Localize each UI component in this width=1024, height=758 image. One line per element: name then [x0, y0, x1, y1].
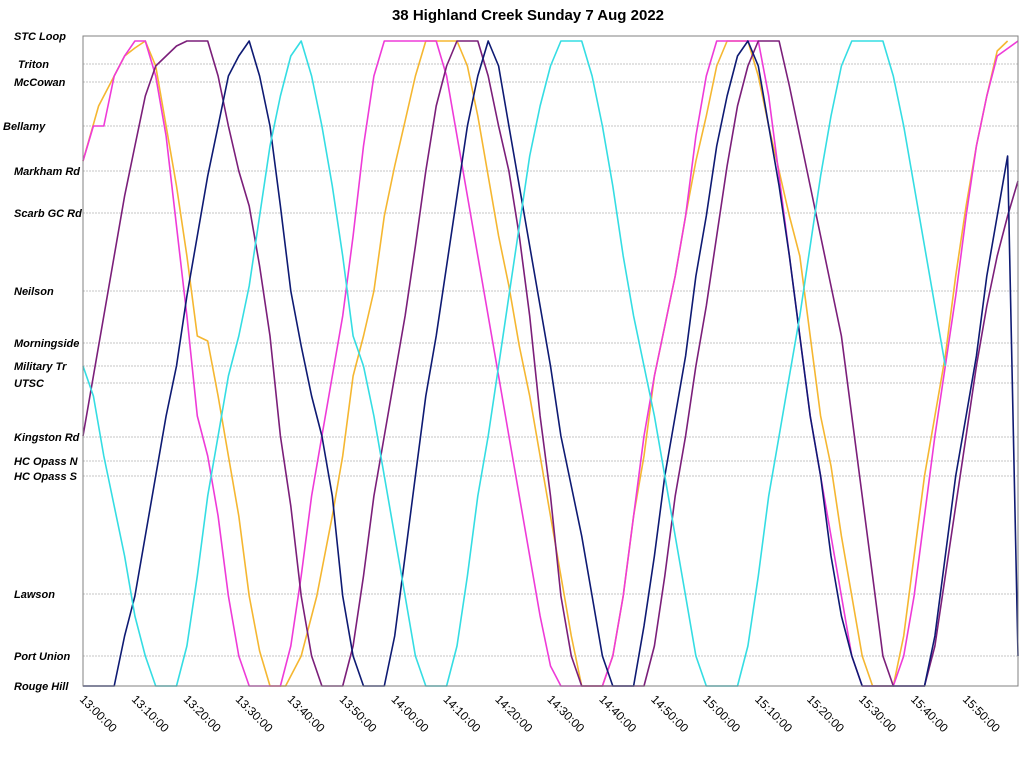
grid-layer: [83, 35, 1018, 687]
stop-labels: STC Loop Triton McCowan Bellamy Markham Rd Sc…: [3, 31, 82, 693]
trip-line-3: [82, 40, 1019, 687]
time-tick-0: 13:00:00: [77, 692, 120, 735]
stop-label-3: Bellamy: [3, 121, 46, 133]
stop-label-2: McCowan: [14, 77, 66, 89]
stop-label-8: Military Tr: [14, 361, 67, 373]
stop-label-10: Kingston Rd: [14, 432, 80, 444]
time-tick-3: 13:30:00: [233, 692, 276, 735]
time-tick-15: 15:30:00: [856, 692, 899, 735]
stop-label-7: Morningside: [14, 338, 79, 350]
stop-label-13: Lawson: [14, 589, 55, 601]
chart-title: 38 Highland Creek Sunday 7 Aug 2022: [392, 7, 664, 24]
time-tick-2: 13:20:00: [181, 692, 224, 735]
time-tick-8: 14:20:00: [492, 692, 535, 735]
time-tick-17: 15:50:00: [960, 692, 1003, 735]
time-tick-11: 14:50:00: [648, 692, 691, 735]
stop-label-1: Triton: [18, 59, 49, 71]
plot-frame: [82, 35, 1019, 687]
trip-lines: [82, 40, 1019, 687]
time-tick-4: 13:40:00: [285, 692, 328, 735]
time-tick-9: 14:30:00: [544, 692, 587, 735]
stop-label-0: STC Loop: [14, 31, 66, 43]
time-tick-14: 15:20:00: [804, 692, 847, 735]
stop-label-12: HC Opass S: [14, 471, 78, 483]
stop-label-6: Neilson: [14, 286, 54, 298]
time-tick-1: 13:10:00: [129, 692, 172, 735]
time-axis-labels: 13:00:00 13:10:00 13:20:00 13:30:00 13:40:00…: [77, 692, 1003, 735]
time-tick-12: 15:00:00: [700, 692, 743, 735]
stop-label-15: Rouge Hill: [14, 681, 69, 693]
time-tick-5: 13:50:00: [337, 692, 380, 735]
stop-label-14: Port Union: [14, 651, 70, 663]
stop-label-11: HC Opass N: [14, 456, 79, 468]
stop-label-4: Markham Rd: [14, 166, 80, 178]
stop-label-5: Scarb GC Rd: [14, 208, 82, 220]
trip-line-5: [82, 40, 947, 687]
time-tick-6: 14:00:00: [389, 692, 432, 735]
stop-label-9: UTSC: [14, 378, 45, 390]
trip-line-1: [82, 40, 1009, 687]
time-tick-16: 15:40:00: [908, 692, 951, 735]
time-tick-7: 14:10:00: [440, 692, 483, 735]
time-tick-10: 14:40:00: [596, 692, 639, 735]
time-tick-13: 15:10:00: [752, 692, 795, 735]
trip-line-4: [83, 40, 1019, 687]
